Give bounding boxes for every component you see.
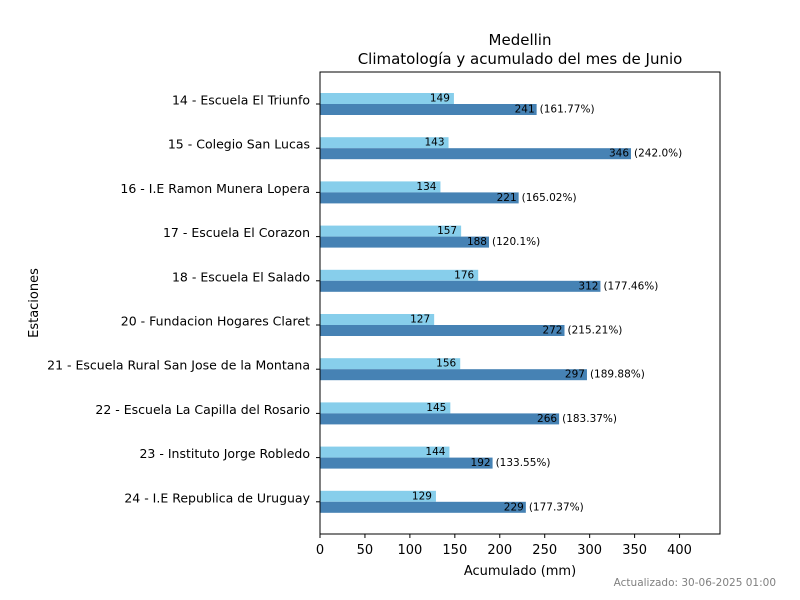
accumulated-value-label: 312 [578,280,598,292]
climatology-bar [320,358,461,370]
climatology-value-label: 145 [426,402,446,414]
y-tick-label: 17 - Escuela El Corazon [163,225,310,240]
accumulated-value-label: 192 [471,457,491,469]
y-tick-label: 15 - Colegio San Lucas [168,137,310,152]
climatology-bar [320,446,450,458]
accumulated-bar [320,457,493,469]
accumulated-bar [320,413,560,425]
x-axis: 0 50 100 150 200 250 300 350 400 [316,534,692,558]
accumulated-percent-label: (189.88%) [590,369,645,381]
accumulated-value-label: 297 [565,369,585,381]
accumulated-bar [320,148,632,160]
x-tick-label: 300 [577,543,602,558]
x-tick-label: 100 [397,543,422,558]
chart-title: Medellin Climatología y acumulado del me… [358,31,683,68]
chart-title-line-1: Medellin [489,31,552,49]
accumulated-bar [320,325,565,336]
x-tick-label: 400 [667,543,692,558]
accumulated-bar [320,280,601,292]
accumulated-value-label: 266 [537,413,557,425]
climatology-bar [320,93,454,104]
climatology-bar [320,181,441,193]
accumulated-value-label: 188 [467,236,487,248]
accumulated-percent-label: (165.02%) [522,192,577,204]
climatology-value-label: 176 [454,269,474,281]
accumulated-value-label: 221 [497,192,517,204]
chart-title-line-2: Climatología y acumulado del mes de Juni… [358,50,683,68]
climatology-bar [320,314,435,325]
climatology-bar [320,225,462,237]
accumulated-percent-label: (177.46%) [603,280,658,292]
x-axis-title: Acumulado (mm) [464,564,576,579]
bars-layer: 149 241 (161.77%) 143 346 (242.0%) 134 221 (165.… [320,93,682,513]
accumulated-bar [320,192,519,204]
climatology-value-label: 129 [412,490,432,502]
x-tick-label: 150 [442,543,467,558]
accumulated-percent-label: (215.21%) [567,325,622,337]
accumulated-bar [320,369,587,381]
x-tick-label: 200 [487,543,512,558]
y-axis: 14 - Escuela El Triunfo 15 - Colegio San … [47,93,320,505]
accumulated-bar [320,501,526,513]
accumulated-value-label: 346 [609,148,629,160]
accumulated-bar [320,104,537,115]
y-tick-label: 18 - Escuela El Salado [172,269,310,284]
accumulated-percent-label: (242.0%) [634,148,682,160]
climatology-value-label: 149 [430,93,450,105]
x-tick-label: 250 [532,543,557,558]
climatology-value-label: 143 [424,137,444,149]
y-tick-label: 23 - Instituto Jorge Robledo [139,446,310,461]
climatology-bar [320,490,436,502]
accumulated-percent-label: (133.55%) [496,457,551,469]
y-tick-label: 16 - I.E Ramon Munera Lopera [120,181,310,196]
climatology-bar [320,137,449,149]
accumulated-percent-label: (177.37%) [529,501,584,513]
y-tick-label: 21 - Escuela Rural San Jose de la Montan… [47,358,310,373]
y-tick-label: 14 - Escuela El Triunfo [172,93,310,108]
accumulated-percent-label: (161.77%) [540,104,595,116]
plot-frame [319,71,721,535]
climatology-value-label: 157 [437,225,457,237]
accumulated-percent-label: (120.1%) [492,236,540,248]
climatology-bar [320,402,451,414]
climatology-value-label: 144 [425,446,445,458]
y-tick-label: 24 - I.E Republica de Uruguay [124,490,310,505]
updated-timestamp: Actualizado: 30-06-2025 01:00 [614,577,776,589]
y-tick-label: 20 - Fundacion Hogares Claret [121,314,310,329]
climatology-value-label: 156 [436,358,456,370]
y-tick-label: 22 - Escuela La Capilla del Rosario [95,402,310,417]
y-axis-title: Estaciones [27,268,42,338]
climatology-bar [320,269,479,281]
accumulated-percent-label: (183.37%) [562,413,617,425]
accumulated-bar [320,236,489,248]
climatology-value-label: 127 [410,314,430,326]
x-tick-label: 350 [622,543,647,558]
x-tick-label: 0 [316,543,324,558]
accumulated-value-label: 229 [504,501,524,513]
x-tick-label: 50 [357,543,374,558]
accumulated-value-label: 241 [515,104,535,116]
accumulated-value-label: 272 [542,325,562,337]
climatology-value-label: 134 [416,181,436,193]
